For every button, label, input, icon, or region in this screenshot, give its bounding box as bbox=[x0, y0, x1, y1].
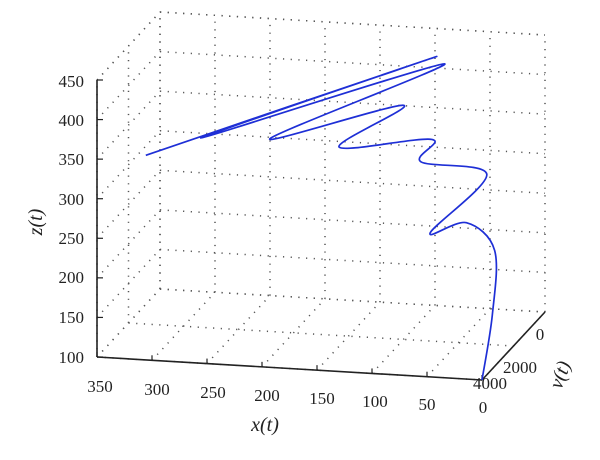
x-tick-label: 100 bbox=[362, 392, 388, 411]
back-wall-gridline bbox=[159, 169, 546, 195]
z-tick-label: 300 bbox=[59, 190, 85, 209]
x-tick-label: 200 bbox=[254, 386, 280, 405]
series-layer bbox=[145, 55, 498, 381]
floor-gridline bbox=[206, 295, 271, 365]
v-tick-label: 0 bbox=[536, 325, 545, 344]
floor-gridline bbox=[159, 288, 546, 313]
top-edge-gridline bbox=[159, 11, 546, 36]
x-axis-title: x(t) bbox=[250, 414, 279, 436]
grid-layer bbox=[96, 11, 546, 381]
x-tick-label: 50 bbox=[419, 395, 436, 414]
z-tick-label: 400 bbox=[59, 111, 85, 130]
back-wall-gridline bbox=[159, 50, 546, 76]
x-tick-label: 350 bbox=[87, 377, 113, 396]
left-wall-gridline bbox=[96, 169, 161, 239]
v-axis-line bbox=[481, 311, 546, 381]
left-wall-gridline bbox=[96, 209, 161, 279]
v-tick-label: 4000 bbox=[473, 374, 507, 393]
back-wall-gridline bbox=[159, 248, 546, 274]
z-axis-title: z(t) bbox=[25, 208, 47, 236]
x-tick-label: 0 bbox=[479, 398, 488, 417]
x-tick-label: 150 bbox=[309, 389, 335, 408]
z-tick-label: 200 bbox=[59, 268, 85, 287]
left-wall-gridline bbox=[96, 130, 161, 200]
x-axis-line bbox=[96, 356, 483, 381]
floor-gridline bbox=[371, 304, 436, 374]
floor-gridline bbox=[426, 308, 491, 378]
trajectory-band-line bbox=[150, 60, 440, 159]
floor-gridline bbox=[128, 322, 514, 347]
top-edge-gridline bbox=[96, 11, 161, 81]
left-wall-gridline bbox=[96, 90, 161, 160]
x-tick-label: 300 bbox=[144, 380, 170, 399]
axes-layer bbox=[96, 80, 546, 381]
x-tick-label: 250 bbox=[200, 383, 226, 402]
z-tick-label: 350 bbox=[59, 150, 85, 169]
back-wall-gridline bbox=[159, 209, 546, 234]
z-tick-label: 450 bbox=[59, 72, 85, 91]
v-tick-label: 2000 bbox=[503, 358, 537, 377]
z-tick-label: 250 bbox=[59, 229, 85, 248]
z-tick-label: 100 bbox=[59, 348, 85, 367]
v-axis-title: ν(t) bbox=[545, 358, 575, 392]
z-tick-label: 150 bbox=[59, 308, 85, 327]
floor-gridline bbox=[261, 298, 326, 368]
ticks-layer: 100 150 200 250 300 350 400 450 350 300 … bbox=[25, 72, 576, 436]
trajectory-series-line bbox=[145, 55, 498, 381]
floor-gridline bbox=[316, 301, 381, 371]
back-wall-gridline bbox=[159, 129, 546, 155]
left-wall-gridline bbox=[96, 51, 161, 121]
